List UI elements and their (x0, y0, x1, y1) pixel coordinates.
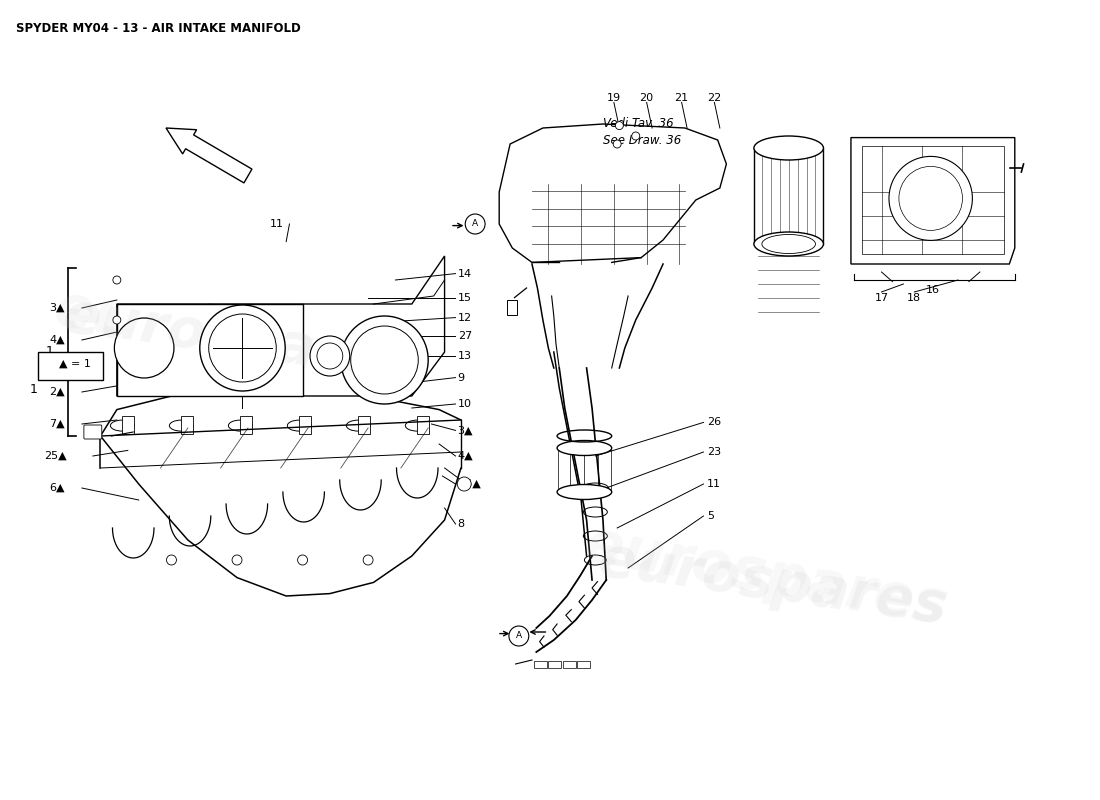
Circle shape (458, 477, 471, 491)
Bar (548, 661, 561, 668)
Ellipse shape (110, 420, 134, 431)
Circle shape (166, 555, 176, 565)
Polygon shape (851, 138, 1015, 264)
Ellipse shape (557, 485, 612, 499)
Text: eurospares: eurospares (59, 289, 415, 391)
Text: eurospares: eurospares (595, 533, 949, 635)
Bar (117, 304, 302, 396)
Text: 3▲: 3▲ (50, 303, 65, 313)
Ellipse shape (169, 420, 194, 431)
Text: 14: 14 (458, 269, 472, 278)
Text: 23: 23 (706, 447, 721, 457)
Bar (507, 300, 517, 315)
Text: 8: 8 (458, 519, 465, 529)
Bar (122, 416, 134, 434)
Circle shape (113, 316, 121, 324)
Text: 12: 12 (458, 313, 472, 322)
Circle shape (465, 214, 485, 234)
Text: 22: 22 (707, 93, 722, 102)
Text: ▲ = 1: ▲ = 1 (59, 359, 91, 369)
Text: 19: 19 (607, 93, 621, 102)
Text: 9: 9 (458, 373, 465, 382)
FancyArrow shape (166, 128, 252, 183)
Text: 1: 1 (30, 383, 37, 396)
Text: 20: 20 (639, 93, 653, 102)
Circle shape (509, 626, 529, 646)
Text: eurospares: eurospares (51, 280, 424, 400)
Text: 17: 17 (874, 293, 889, 302)
Circle shape (613, 140, 621, 148)
Text: 15: 15 (458, 293, 472, 302)
Text: 7▲: 7▲ (50, 419, 65, 429)
Text: 5: 5 (706, 511, 714, 521)
Ellipse shape (346, 420, 371, 431)
Ellipse shape (287, 420, 311, 431)
Polygon shape (117, 256, 444, 396)
Ellipse shape (405, 420, 429, 431)
Circle shape (341, 316, 428, 404)
Circle shape (310, 336, 350, 376)
Circle shape (351, 326, 418, 394)
Text: 27: 27 (458, 331, 472, 341)
Text: 11: 11 (270, 219, 284, 229)
Circle shape (298, 555, 308, 565)
Text: 13: 13 (458, 351, 472, 361)
FancyBboxPatch shape (84, 425, 102, 439)
Text: 4▲: 4▲ (458, 451, 473, 461)
Text: SPYDER MY04 - 13 - AIR INTAKE MANIFOLD: SPYDER MY04 - 13 - AIR INTAKE MANIFOLD (15, 22, 300, 35)
Text: 2▲: 2▲ (50, 387, 65, 397)
Circle shape (899, 166, 962, 230)
Text: 16: 16 (926, 285, 939, 294)
Circle shape (232, 555, 242, 565)
Text: eurospares: eurospares (580, 516, 954, 636)
Circle shape (114, 318, 174, 378)
Ellipse shape (754, 232, 824, 256)
Text: 25▲: 25▲ (44, 451, 66, 461)
Circle shape (209, 314, 276, 382)
Bar (180, 416, 192, 434)
Text: 26: 26 (706, 418, 721, 427)
Bar (535, 661, 548, 668)
Bar (299, 416, 310, 434)
Bar (240, 416, 252, 434)
Ellipse shape (557, 441, 612, 455)
Text: 3▲: 3▲ (458, 426, 473, 435)
Ellipse shape (754, 136, 824, 160)
Bar (358, 416, 370, 434)
Bar (576, 661, 590, 668)
Text: 4▲: 4▲ (50, 335, 65, 345)
Circle shape (317, 343, 343, 369)
Circle shape (113, 276, 121, 284)
Text: 1: 1 (45, 346, 53, 358)
Text: 21: 21 (674, 93, 689, 102)
Circle shape (631, 132, 640, 140)
Text: A: A (516, 631, 521, 641)
Ellipse shape (762, 234, 815, 254)
Text: 18: 18 (908, 293, 922, 302)
Text: 11: 11 (706, 479, 721, 489)
Text: 6▲: 6▲ (50, 483, 65, 493)
Circle shape (363, 555, 373, 565)
Ellipse shape (229, 420, 252, 431)
Bar (39, 352, 102, 380)
Text: 24▲: 24▲ (458, 479, 481, 489)
Polygon shape (499, 124, 726, 262)
Text: A: A (472, 219, 478, 229)
Text: 10: 10 (458, 399, 472, 409)
Circle shape (200, 305, 285, 391)
Bar (562, 661, 575, 668)
Bar (417, 416, 429, 434)
Circle shape (615, 122, 624, 130)
Text: Vedi Tav. 36
See Draw. 36: Vedi Tav. 36 See Draw. 36 (603, 117, 681, 147)
Circle shape (889, 157, 972, 241)
